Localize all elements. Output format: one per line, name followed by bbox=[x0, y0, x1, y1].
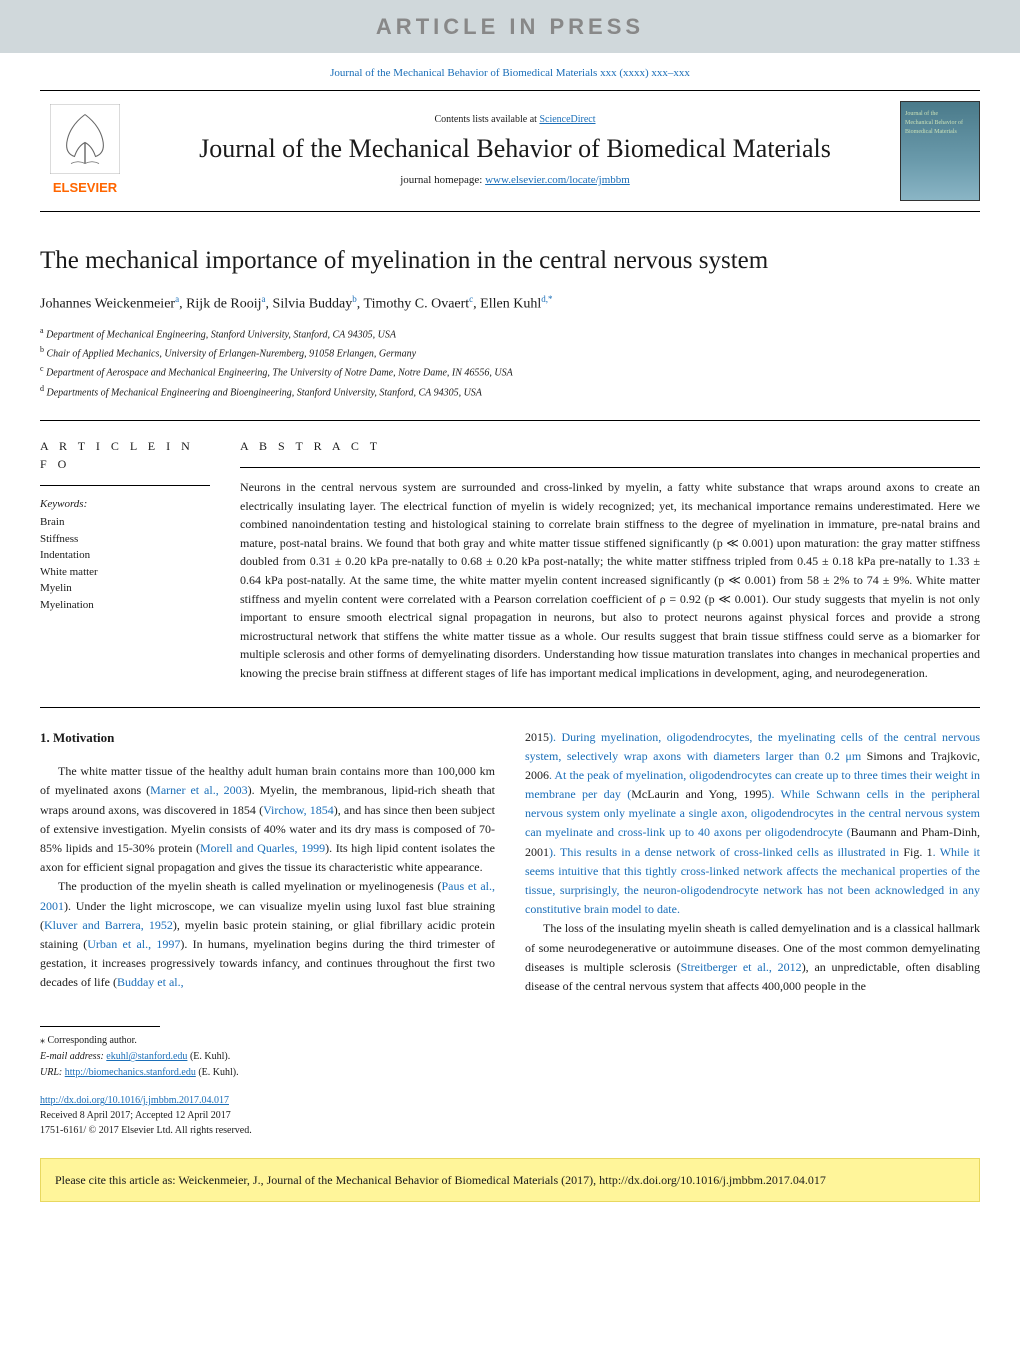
copyright-line: 1751-6161/ © 2017 Elsevier Ltd. All righ… bbox=[40, 1123, 980, 1138]
contents-list-line: Contents lists available at ScienceDirec… bbox=[130, 112, 900, 127]
motivation-para-4: The loss of the insulating myelin sheath… bbox=[525, 919, 980, 996]
journal-header: ELSEVIER Contents lists available at Sci… bbox=[40, 90, 980, 212]
article-info-heading: A R T I C L E I N F O bbox=[40, 437, 210, 473]
affiliation-line: a Department of Mechanical Engineering, … bbox=[40, 325, 980, 342]
journal-cover-thumbnail: Journal of the Mechanical Behavior of Bi… bbox=[900, 101, 980, 201]
abstract-column: A B S T R A C T Neurons in the central n… bbox=[240, 437, 980, 683]
affiliation-line: d Departments of Mechanical Engineering … bbox=[40, 383, 980, 400]
reference-link[interactable]: ). This results in a dense network of cr… bbox=[549, 845, 903, 859]
reference-link[interactable]: Budday et al., bbox=[117, 975, 184, 989]
author-affil-link[interactable]: a bbox=[262, 294, 266, 304]
keywords-label: Keywords: bbox=[40, 496, 210, 513]
article-info-column: A R T I C L E I N F O Keywords: BrainSti… bbox=[40, 437, 210, 683]
journal-name: Journal of the Mechanical Behavior of Bi… bbox=[130, 133, 900, 164]
motivation-para-2: The production of the myelin sheath is c… bbox=[40, 877, 495, 992]
url-label: URL: bbox=[40, 1067, 65, 1078]
keyword-item: Stiffness bbox=[40, 531, 210, 548]
cover-line-2: Mechanical Behavior of bbox=[905, 119, 975, 128]
info-divider bbox=[40, 485, 210, 486]
author-affil-link[interactable]: a bbox=[175, 294, 179, 304]
reference-link[interactable]: Marner et al., 2003 bbox=[150, 783, 248, 797]
author-affil-link[interactable]: b bbox=[352, 294, 357, 304]
keyword-item: Myelination bbox=[40, 597, 210, 614]
cover-line-3: Biomedical Materials bbox=[905, 128, 975, 137]
doi-link[interactable]: http://dx.doi.org/10.1016/j.jmbbm.2017.0… bbox=[40, 1095, 229, 1106]
journal-reference-line: Journal of the Mechanical Behavior of Bi… bbox=[0, 53, 1020, 90]
cover-line-1: Journal of the bbox=[905, 110, 975, 119]
contents-prefix: Contents lists available at bbox=[434, 114, 539, 125]
sciencedirect-link[interactable]: ScienceDirect bbox=[539, 114, 595, 125]
homepage-prefix: journal homepage: bbox=[400, 174, 485, 186]
keyword-item: Brain bbox=[40, 514, 210, 531]
corr-url-link[interactable]: http://biomechanics.stanford.edu bbox=[65, 1067, 196, 1078]
journal-homepage-line: journal homepage: www.elsevier.com/locat… bbox=[130, 172, 900, 189]
keyword-item: Myelin bbox=[40, 580, 210, 597]
email-label: E-mail address: bbox=[40, 1051, 106, 1062]
reference-link[interactable]: Streitberger et al., 2012 bbox=[681, 960, 802, 974]
motivation-heading: 1. Motivation bbox=[40, 728, 495, 749]
body-divider bbox=[40, 707, 980, 708]
footnote-separator bbox=[40, 1026, 160, 1027]
motivation-para-3: 2015). During myelination, oligodendrocy… bbox=[525, 728, 980, 920]
authors-line: Johannes Weickenmeiera, Rijk de Rooija, … bbox=[40, 293, 980, 315]
reference-link[interactable]: Urban et al., 1997 bbox=[87, 937, 180, 951]
doi-block: http://dx.doi.org/10.1016/j.jmbbm.2017.0… bbox=[40, 1093, 980, 1138]
reference-link[interactable]: Kluver and Barrera, 1952 bbox=[44, 918, 173, 932]
corr-label: ⁎ Corresponding author. bbox=[40, 1033, 980, 1049]
abstract-heading: A B S T R A C T bbox=[240, 437, 980, 455]
affiliations: a Department of Mechanical Engineering, … bbox=[40, 325, 980, 400]
keyword-item: White matter bbox=[40, 564, 210, 581]
motivation-para-1: The white matter tissue of the healthy a… bbox=[40, 762, 495, 877]
journal-homepage-link[interactable]: www.elsevier.com/locate/jmbbm bbox=[485, 174, 630, 186]
corr-url-line: URL: http://biomechanics.stanford.edu (E… bbox=[40, 1065, 980, 1081]
citation-box: Please cite this article as: Weickenmeie… bbox=[40, 1158, 980, 1202]
body-column-right: 2015). During myelination, oligodendrocy… bbox=[525, 728, 980, 997]
elsevier-logo: ELSEVIER bbox=[40, 101, 130, 201]
url-suffix: (E. Kuhl). bbox=[196, 1067, 239, 1078]
email-suffix: (E. Kuhl). bbox=[187, 1051, 230, 1062]
author-affil-link[interactable]: c bbox=[469, 294, 473, 304]
reference-link[interactable]: Morell and Quarles, 1999 bbox=[200, 841, 325, 855]
reference-link[interactable]: Virchow, 1854 bbox=[263, 803, 334, 817]
elsevier-tree-icon bbox=[50, 104, 120, 174]
corr-email-link[interactable]: ekuhl@stanford.edu bbox=[106, 1051, 187, 1062]
reference-link[interactable]: Paus et al., 2001 bbox=[40, 879, 495, 912]
author-affil-link[interactable]: d,* bbox=[541, 294, 552, 304]
reference-link[interactable]: ). During myelination, oligodendrocytes,… bbox=[525, 730, 980, 763]
corr-email-line: E-mail address: ekuhl@stanford.edu (E. K… bbox=[40, 1049, 980, 1065]
body-columns: 1. Motivation The white matter tissue of… bbox=[40, 728, 980, 997]
abstract-divider bbox=[240, 467, 980, 468]
abstract-text: Neurons in the central nervous system ar… bbox=[240, 478, 980, 683]
affiliation-line: c Department of Aerospace and Mechanical… bbox=[40, 363, 980, 380]
keywords-list: BrainStiffnessIndentationWhite matterMye… bbox=[40, 514, 210, 613]
affiliation-line: b Chair of Applied Mechanics, University… bbox=[40, 344, 980, 361]
elsevier-label: ELSEVIER bbox=[53, 178, 117, 198]
keyword-item: Indentation bbox=[40, 547, 210, 564]
body-column-left: 1. Motivation The white matter tissue of… bbox=[40, 728, 495, 997]
received-line: Received 8 April 2017; Accepted 12 April… bbox=[40, 1108, 980, 1123]
article-in-press-banner: ARTICLE IN PRESS bbox=[0, 0, 1020, 53]
corresponding-author: ⁎ Corresponding author. E-mail address: … bbox=[40, 1033, 980, 1081]
article-title: The mechanical importance of myelination… bbox=[40, 242, 980, 280]
